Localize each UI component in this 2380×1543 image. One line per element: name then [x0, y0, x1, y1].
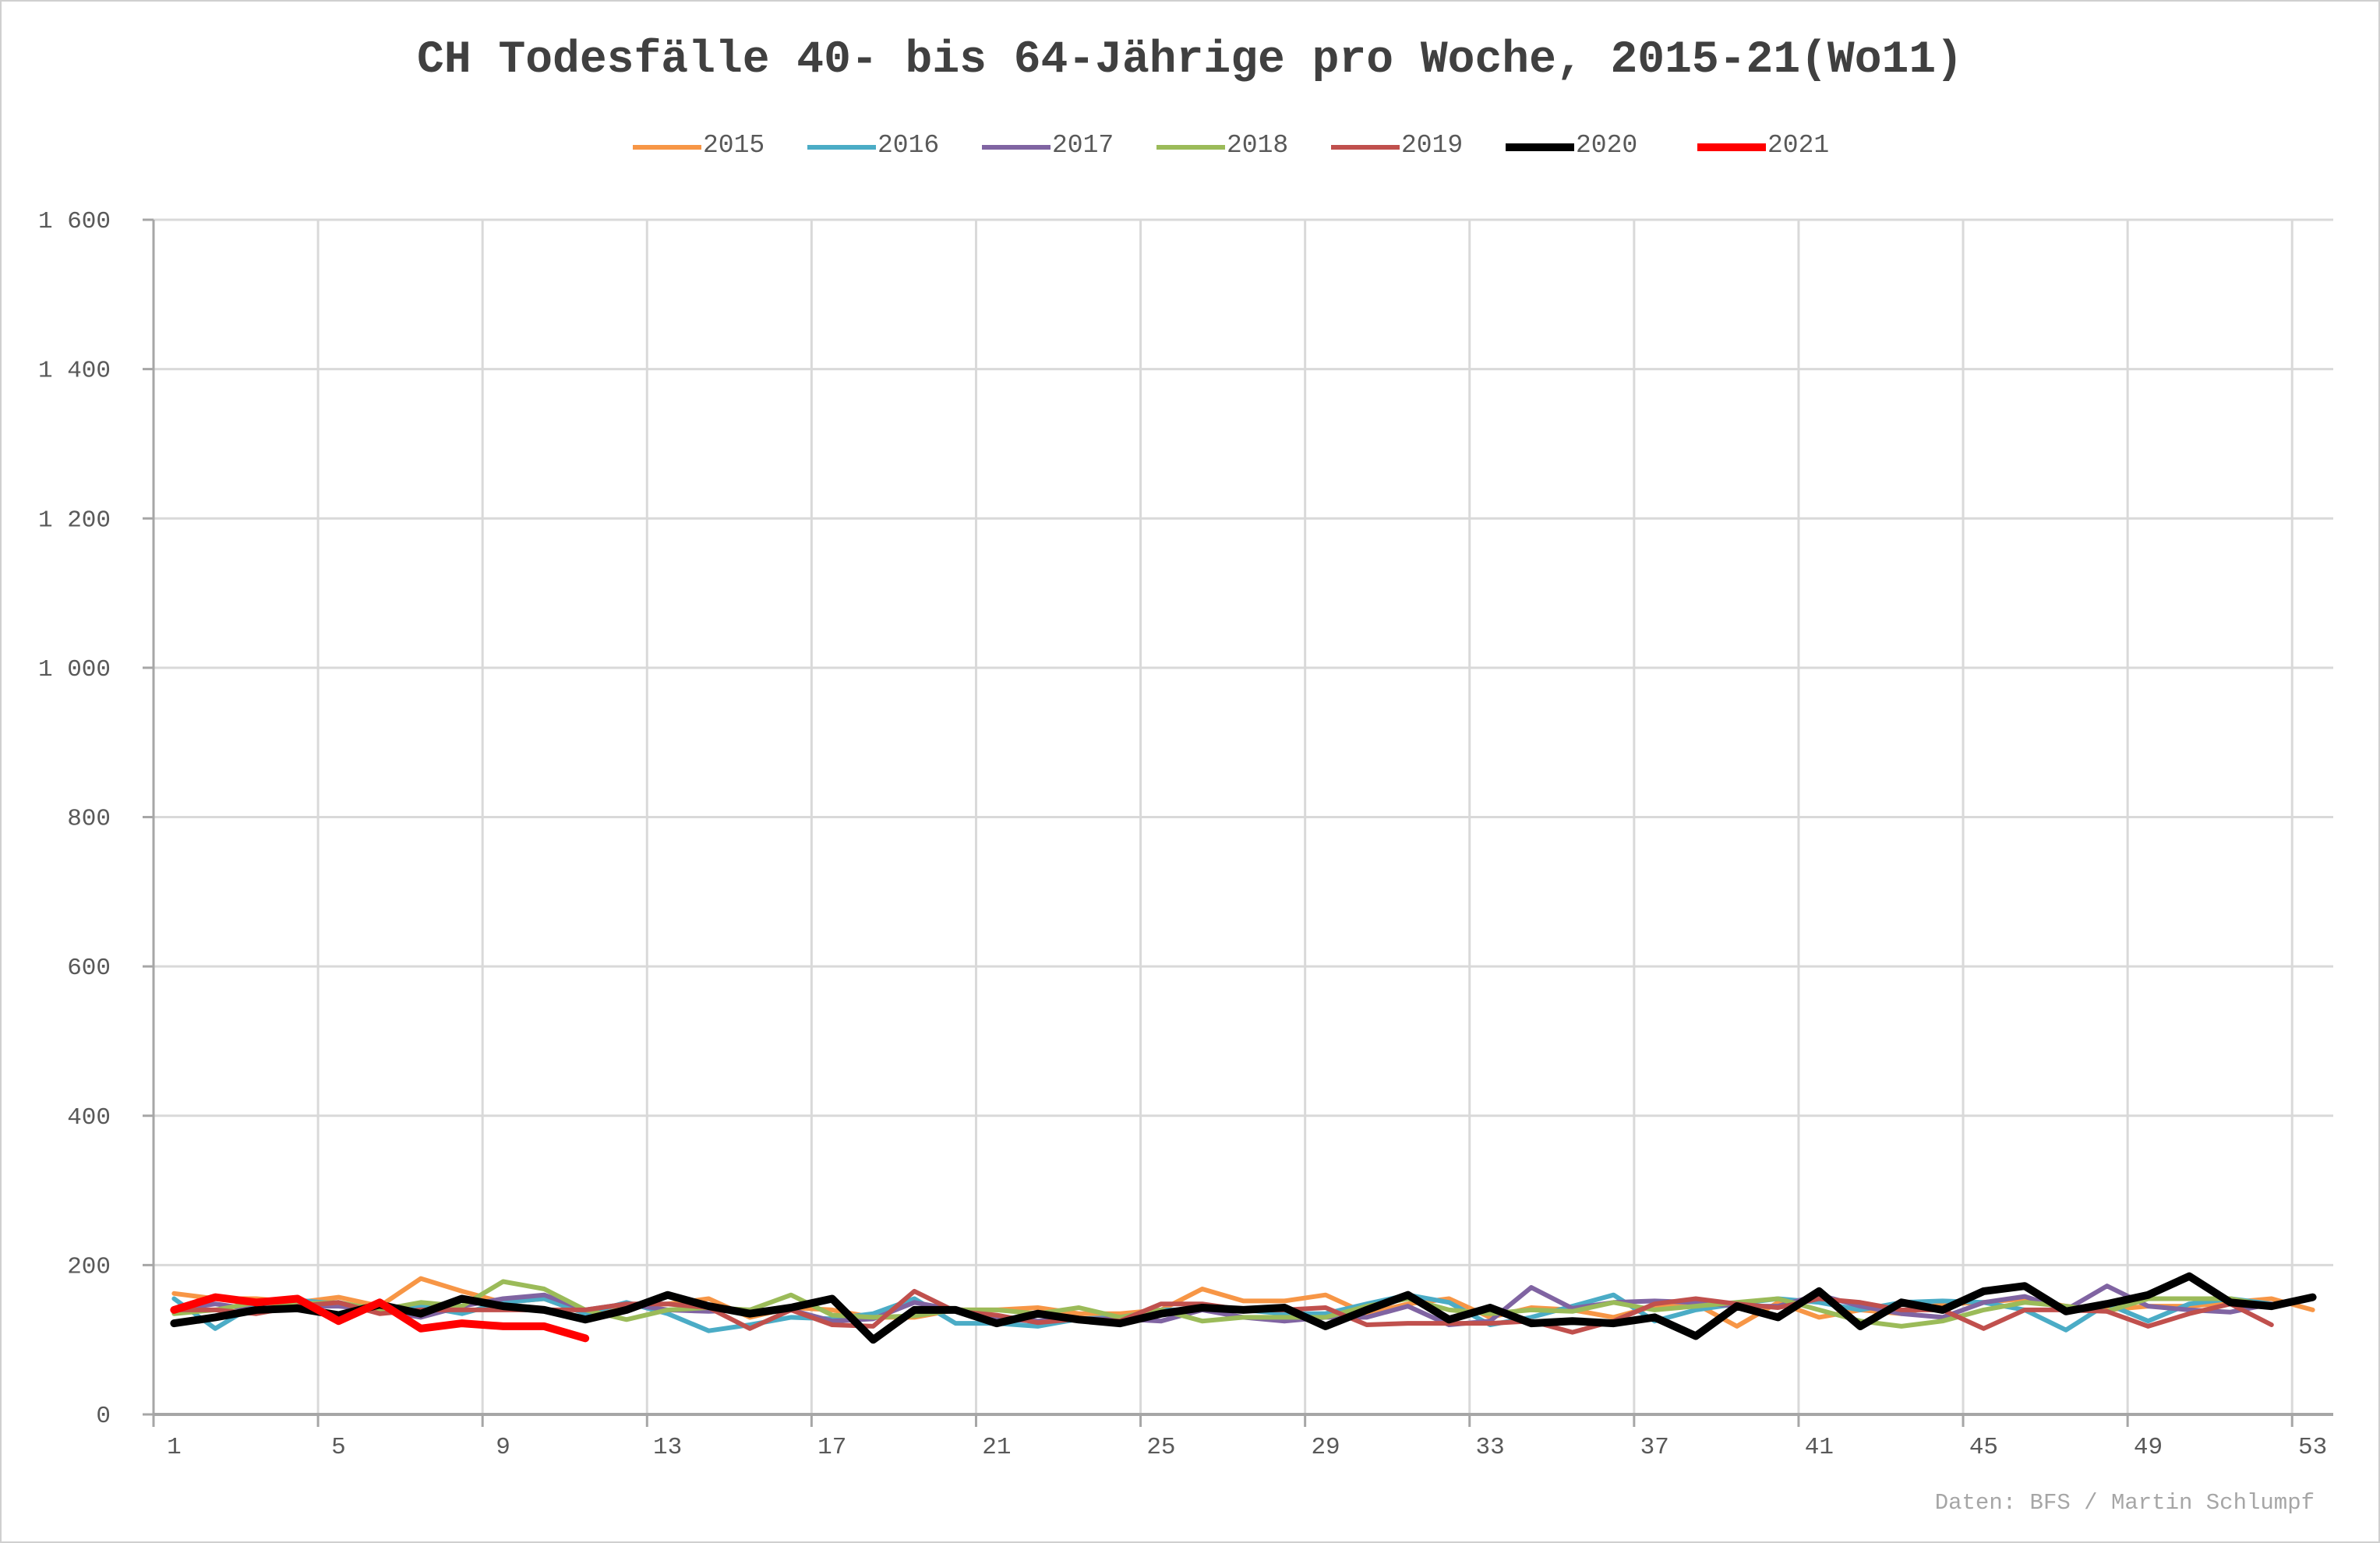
x-tick-label: 1	[167, 1434, 182, 1461]
y-tick-label: 1 000	[38, 656, 111, 683]
legend-item-2017: 2017	[982, 131, 1114, 160]
legend-label: 2018	[1227, 131, 1288, 160]
legend-label: 2019	[1401, 131, 1463, 160]
x-tick-label: 21	[982, 1434, 1011, 1461]
x-tick-label: 5	[331, 1434, 346, 1461]
x-tick-label: 37	[1640, 1434, 1669, 1461]
y-tick-label: 400	[67, 1104, 111, 1132]
x-tick-label: 9	[496, 1434, 510, 1461]
y-tick-label: 1 400	[38, 358, 111, 385]
x-tick-label: 13	[653, 1434, 682, 1461]
series-line-2021	[170, 1293, 590, 1343]
x-tick-label: 41	[1805, 1434, 1834, 1461]
source-note: Daten: BFS / Martin Schlumpf	[1935, 1490, 2315, 1516]
gridlines	[154, 218, 2333, 1414]
x-tick-label: 49	[2134, 1434, 2163, 1461]
legend-item-2021: 2021	[1697, 131, 1829, 160]
legend-label: 2016	[877, 131, 939, 160]
series-line-2017	[171, 1283, 2274, 1327]
x-tick-label: 45	[1969, 1434, 1998, 1461]
legend-label: 2017	[1052, 131, 1114, 160]
legend-label: 2015	[703, 131, 764, 160]
x-tick-label: 25	[1146, 1434, 1175, 1461]
series-line-2018	[171, 1279, 2274, 1329]
y-tick-label: 800	[67, 806, 111, 833]
legend-item-2020: 2020	[1506, 131, 1637, 160]
legend-item-2019: 2019	[1331, 131, 1463, 160]
y-tick-label: 200	[67, 1253, 111, 1280]
legend-item-2015: 2015	[633, 131, 764, 160]
y-axis: 0 200 400 600 800 1 000 1 200 1 400 1 600	[38, 208, 155, 1430]
y-tick-label: 1 200	[38, 507, 111, 534]
x-tick-label: 29	[1311, 1434, 1340, 1461]
legend-label: 2021	[1767, 131, 1829, 160]
y-tick-label: 1 600	[38, 208, 111, 235]
x-tick-label: 17	[817, 1434, 846, 1461]
x-tick-label: 33	[1476, 1434, 1505, 1461]
legend: 2015 2016 2017 2018 2019 2020 2021	[633, 131, 1829, 160]
legend-item-2016: 2016	[807, 131, 939, 160]
x-tick-label: 53	[2298, 1434, 2327, 1461]
chart-title: CH Todesfälle 40- bis 64-Jährige pro Woc…	[417, 35, 1963, 86]
y-tick-label: 600	[67, 955, 111, 982]
legend-item-2018: 2018	[1156, 131, 1288, 160]
series-line-2020	[170, 1272, 2317, 1344]
y-tick-label: 0	[96, 1403, 111, 1430]
legend-label: 2020	[1576, 131, 1637, 160]
x-axis: 1 5 9 13 17 21 25 29 33 37 41 45 49 53	[154, 1413, 2333, 1461]
series-lines	[170, 1272, 2317, 1344]
